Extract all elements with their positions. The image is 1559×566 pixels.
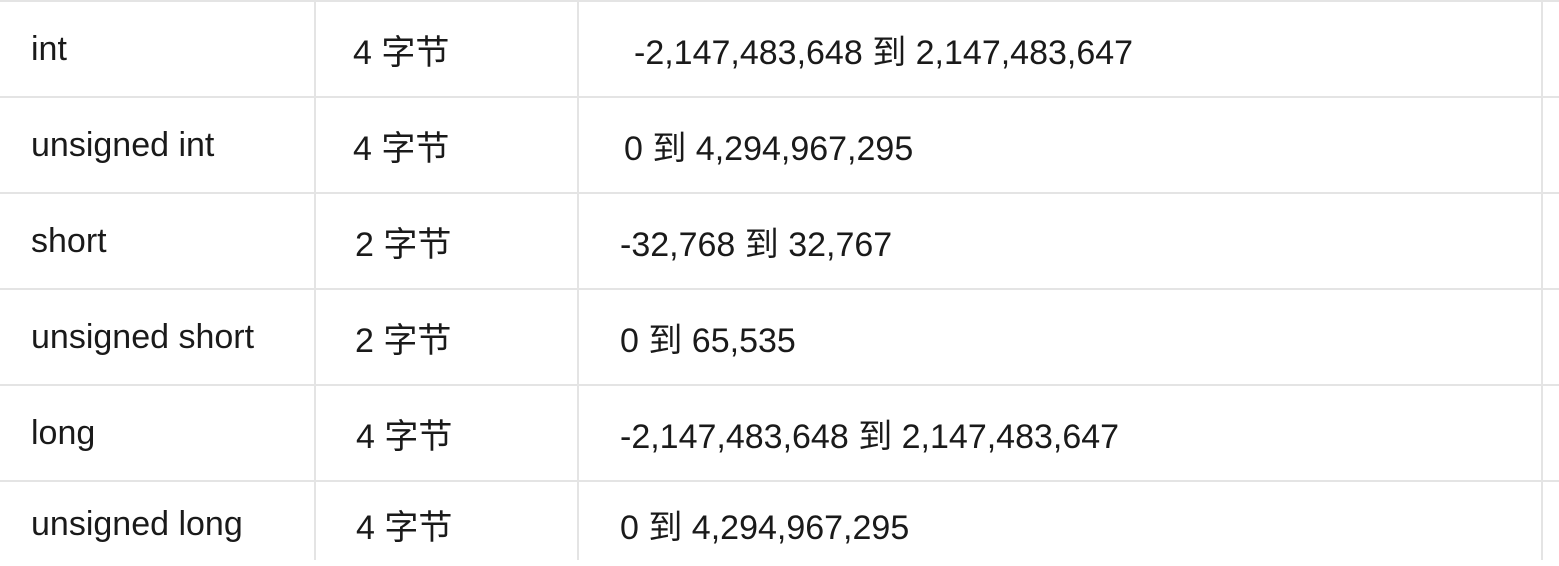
range-cell: 0 到 65,535 bbox=[620, 321, 796, 360]
table-row: unsigned long 4 字节 0 到 4,294,967,295 bbox=[0, 482, 1559, 566]
type-cell: long bbox=[31, 413, 96, 452]
table-row: long 4 字节 -2,147,483,648 到 2,147,483,647 bbox=[0, 386, 1559, 482]
size-cell: 2 字节 bbox=[355, 225, 452, 264]
type-cell: unsigned long bbox=[31, 504, 243, 543]
type-cell: unsigned int bbox=[31, 125, 215, 164]
range-cell: 0 到 4,294,967,295 bbox=[620, 508, 910, 547]
column-divider bbox=[1541, 2, 1543, 560]
size-cell: 2 字节 bbox=[355, 321, 452, 360]
type-cell: unsigned short bbox=[31, 317, 255, 356]
column-divider bbox=[314, 2, 316, 560]
table-row: unsigned int 4 字节 0 到 4,294,967,295 bbox=[0, 98, 1559, 194]
size-cell: 4 字节 bbox=[356, 508, 453, 547]
table-row: int 4 字节 -2,147,483,648 到 2,147,483,647 bbox=[0, 2, 1559, 98]
range-cell: -32,768 到 32,767 bbox=[620, 225, 893, 264]
range-cell: -2,147,483,648 到 2,147,483,647 bbox=[620, 417, 1120, 456]
size-cell: 4 字节 bbox=[356, 417, 453, 456]
size-cell: 4 字节 bbox=[353, 33, 450, 72]
type-cell: int bbox=[31, 29, 67, 68]
range-cell: -2,147,483,648 到 2,147,483,647 bbox=[634, 33, 1134, 72]
size-cell: 4 字节 bbox=[353, 129, 450, 168]
range-cell: 0 到 4,294,967,295 bbox=[624, 129, 914, 168]
table-row: unsigned short 2 字节 0 到 65,535 bbox=[0, 290, 1559, 386]
table-row: short 2 字节 -32,768 到 32,767 bbox=[0, 194, 1559, 290]
type-cell: short bbox=[31, 221, 107, 260]
column-divider bbox=[577, 2, 579, 560]
